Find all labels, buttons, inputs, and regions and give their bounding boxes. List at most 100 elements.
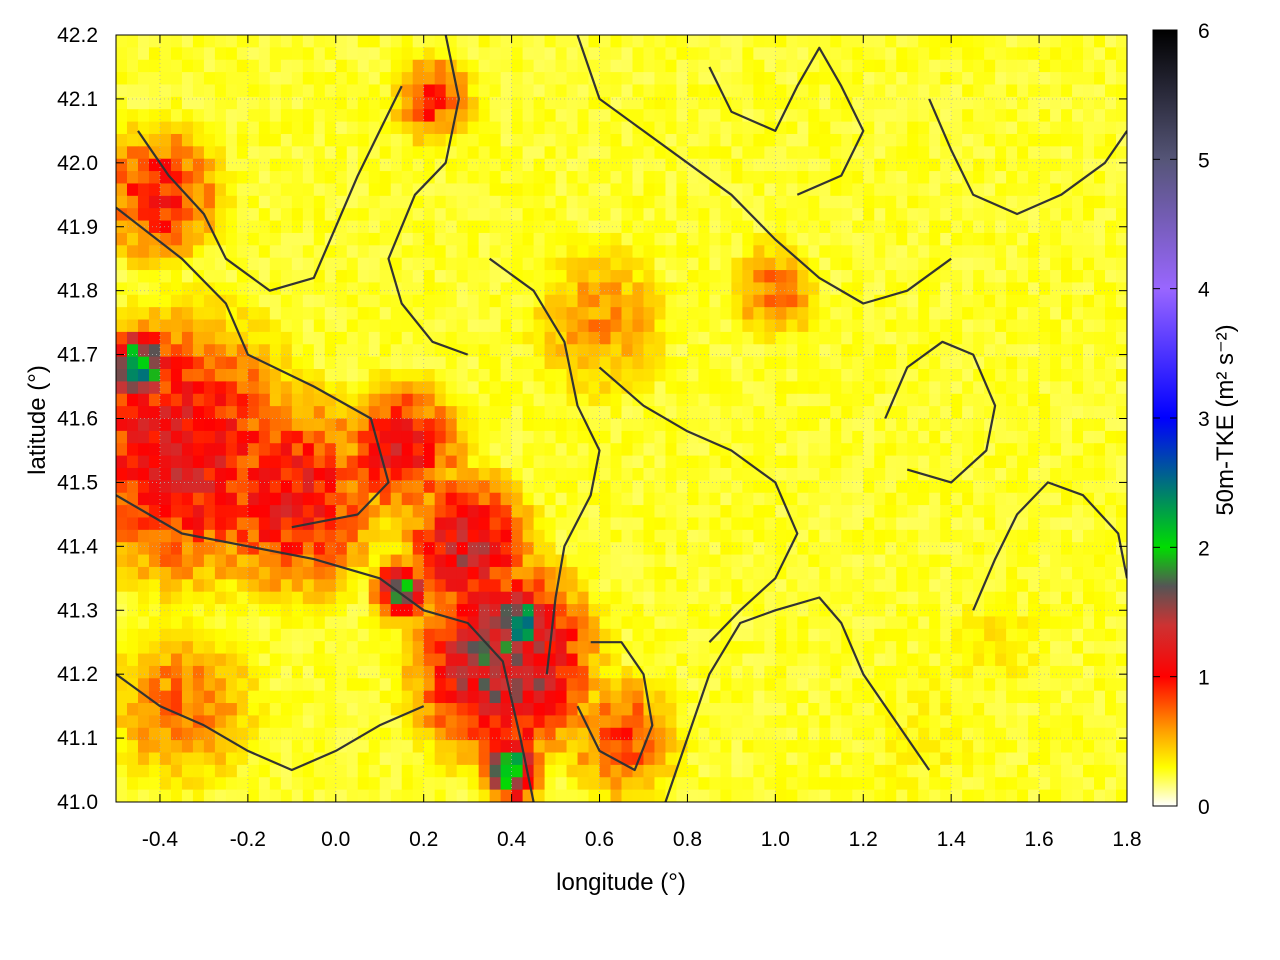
heatmap-cell [478, 109, 491, 123]
heatmap-cell [907, 542, 919, 556]
heatmap-cell [1006, 183, 1018, 197]
heatmap-cell [148, 455, 161, 469]
heatmap-cell [687, 430, 700, 444]
heatmap-cell [874, 59, 886, 73]
heatmap-cell [929, 678, 941, 692]
heatmap-cell [390, 628, 403, 642]
heatmap-cell [544, 282, 557, 296]
heatmap-cell [874, 331, 886, 345]
heatmap-cell [665, 121, 678, 135]
heatmap-cell [863, 505, 875, 519]
heatmap-cell [445, 517, 458, 531]
heatmap-cell [731, 616, 743, 630]
heatmap-cell [236, 579, 249, 593]
heatmap-cell [665, 369, 678, 382]
heatmap-cell [973, 678, 985, 692]
heatmap-cell [1017, 604, 1029, 618]
heatmap-cell [709, 294, 721, 308]
heatmap-cell [819, 331, 831, 345]
heatmap-cell [709, 208, 721, 222]
heatmap-cell [643, 455, 656, 469]
heatmap-cell [346, 294, 359, 308]
heatmap-cell [654, 591, 667, 605]
heatmap-cell [676, 517, 689, 531]
heatmap-cell [258, 418, 271, 432]
heatmap-cell [357, 517, 370, 531]
heatmap-cell [852, 282, 864, 296]
heatmap-cell [907, 517, 919, 531]
heatmap-cell [973, 393, 985, 407]
heatmap-cell [841, 133, 853, 147]
heatmap-cell [555, 47, 568, 61]
heatmap-cell [181, 467, 194, 481]
heatmap-cell [489, 690, 502, 704]
heatmap-cell [1017, 505, 1029, 519]
heatmap-cell [445, 133, 458, 147]
heatmap-cell [412, 356, 425, 370]
heatmap-cell [962, 455, 974, 469]
heatmap-cell [269, 393, 282, 407]
heatmap-cell [126, 232, 139, 246]
heatmap-cell [951, 529, 963, 543]
heatmap-cell [258, 257, 271, 271]
heatmap-cell [236, 232, 249, 246]
heatmap-cell [203, 344, 216, 358]
heatmap-cell [1006, 641, 1018, 655]
heatmap-cell [357, 418, 370, 432]
heatmap-cell [544, 195, 557, 209]
heatmap-cell [764, 171, 776, 185]
heatmap-cell [665, 294, 678, 308]
heatmap-cell [951, 443, 963, 457]
heatmap-cell [379, 59, 392, 73]
heatmap-cell [632, 331, 645, 345]
heatmap-cell [973, 146, 985, 160]
heatmap-cell [247, 542, 260, 556]
heatmap-cell [324, 307, 337, 321]
heatmap-cell [434, 356, 447, 370]
heatmap-cell [654, 542, 667, 556]
heatmap-cell [181, 270, 194, 284]
heatmap-cell [335, 579, 348, 593]
heatmap-cell [610, 245, 623, 259]
heatmap-cell [368, 492, 381, 506]
heatmap-cell [313, 96, 326, 110]
heatmap-cell [676, 133, 689, 147]
heatmap-cell [951, 158, 963, 172]
heatmap-cell [302, 195, 315, 209]
heatmap-cell [995, 480, 1007, 494]
heatmap-cell [181, 183, 194, 197]
heatmap-cell [929, 121, 941, 135]
heatmap-cell [995, 72, 1007, 86]
heatmap-cell [1061, 591, 1073, 605]
heatmap-cell [720, 455, 732, 469]
heatmap-cell [764, 492, 776, 506]
heatmap-cell [1061, 369, 1073, 382]
heatmap-cell [1072, 455, 1084, 469]
heatmap-cell [797, 270, 809, 284]
heatmap-cell [335, 356, 348, 370]
heatmap-cell [1072, 109, 1084, 123]
heatmap-cell [214, 653, 227, 667]
heatmap-cell [181, 59, 194, 73]
heatmap-cell [346, 84, 359, 98]
heatmap-cell [984, 542, 996, 556]
heatmap-cell [467, 171, 480, 185]
heatmap-cell [962, 232, 974, 246]
heatmap-cell [731, 183, 743, 197]
heatmap-cell [1116, 467, 1127, 481]
heatmap-cell [654, 183, 667, 197]
heatmap-cell [698, 542, 711, 556]
heatmap-cell [1116, 443, 1127, 457]
heatmap-cell [929, 579, 941, 593]
heatmap-cell [621, 208, 634, 222]
heatmap-cell [434, 418, 447, 432]
heatmap-cell [1039, 158, 1051, 172]
heatmap-cell [797, 195, 809, 209]
heatmap-cell [291, 455, 304, 469]
heatmap-cell [984, 72, 996, 86]
heatmap-cell [577, 133, 590, 147]
heatmap-cell [841, 467, 853, 481]
heatmap-cell [709, 84, 721, 98]
heatmap-cell [302, 257, 315, 271]
heatmap-cell [489, 443, 502, 457]
